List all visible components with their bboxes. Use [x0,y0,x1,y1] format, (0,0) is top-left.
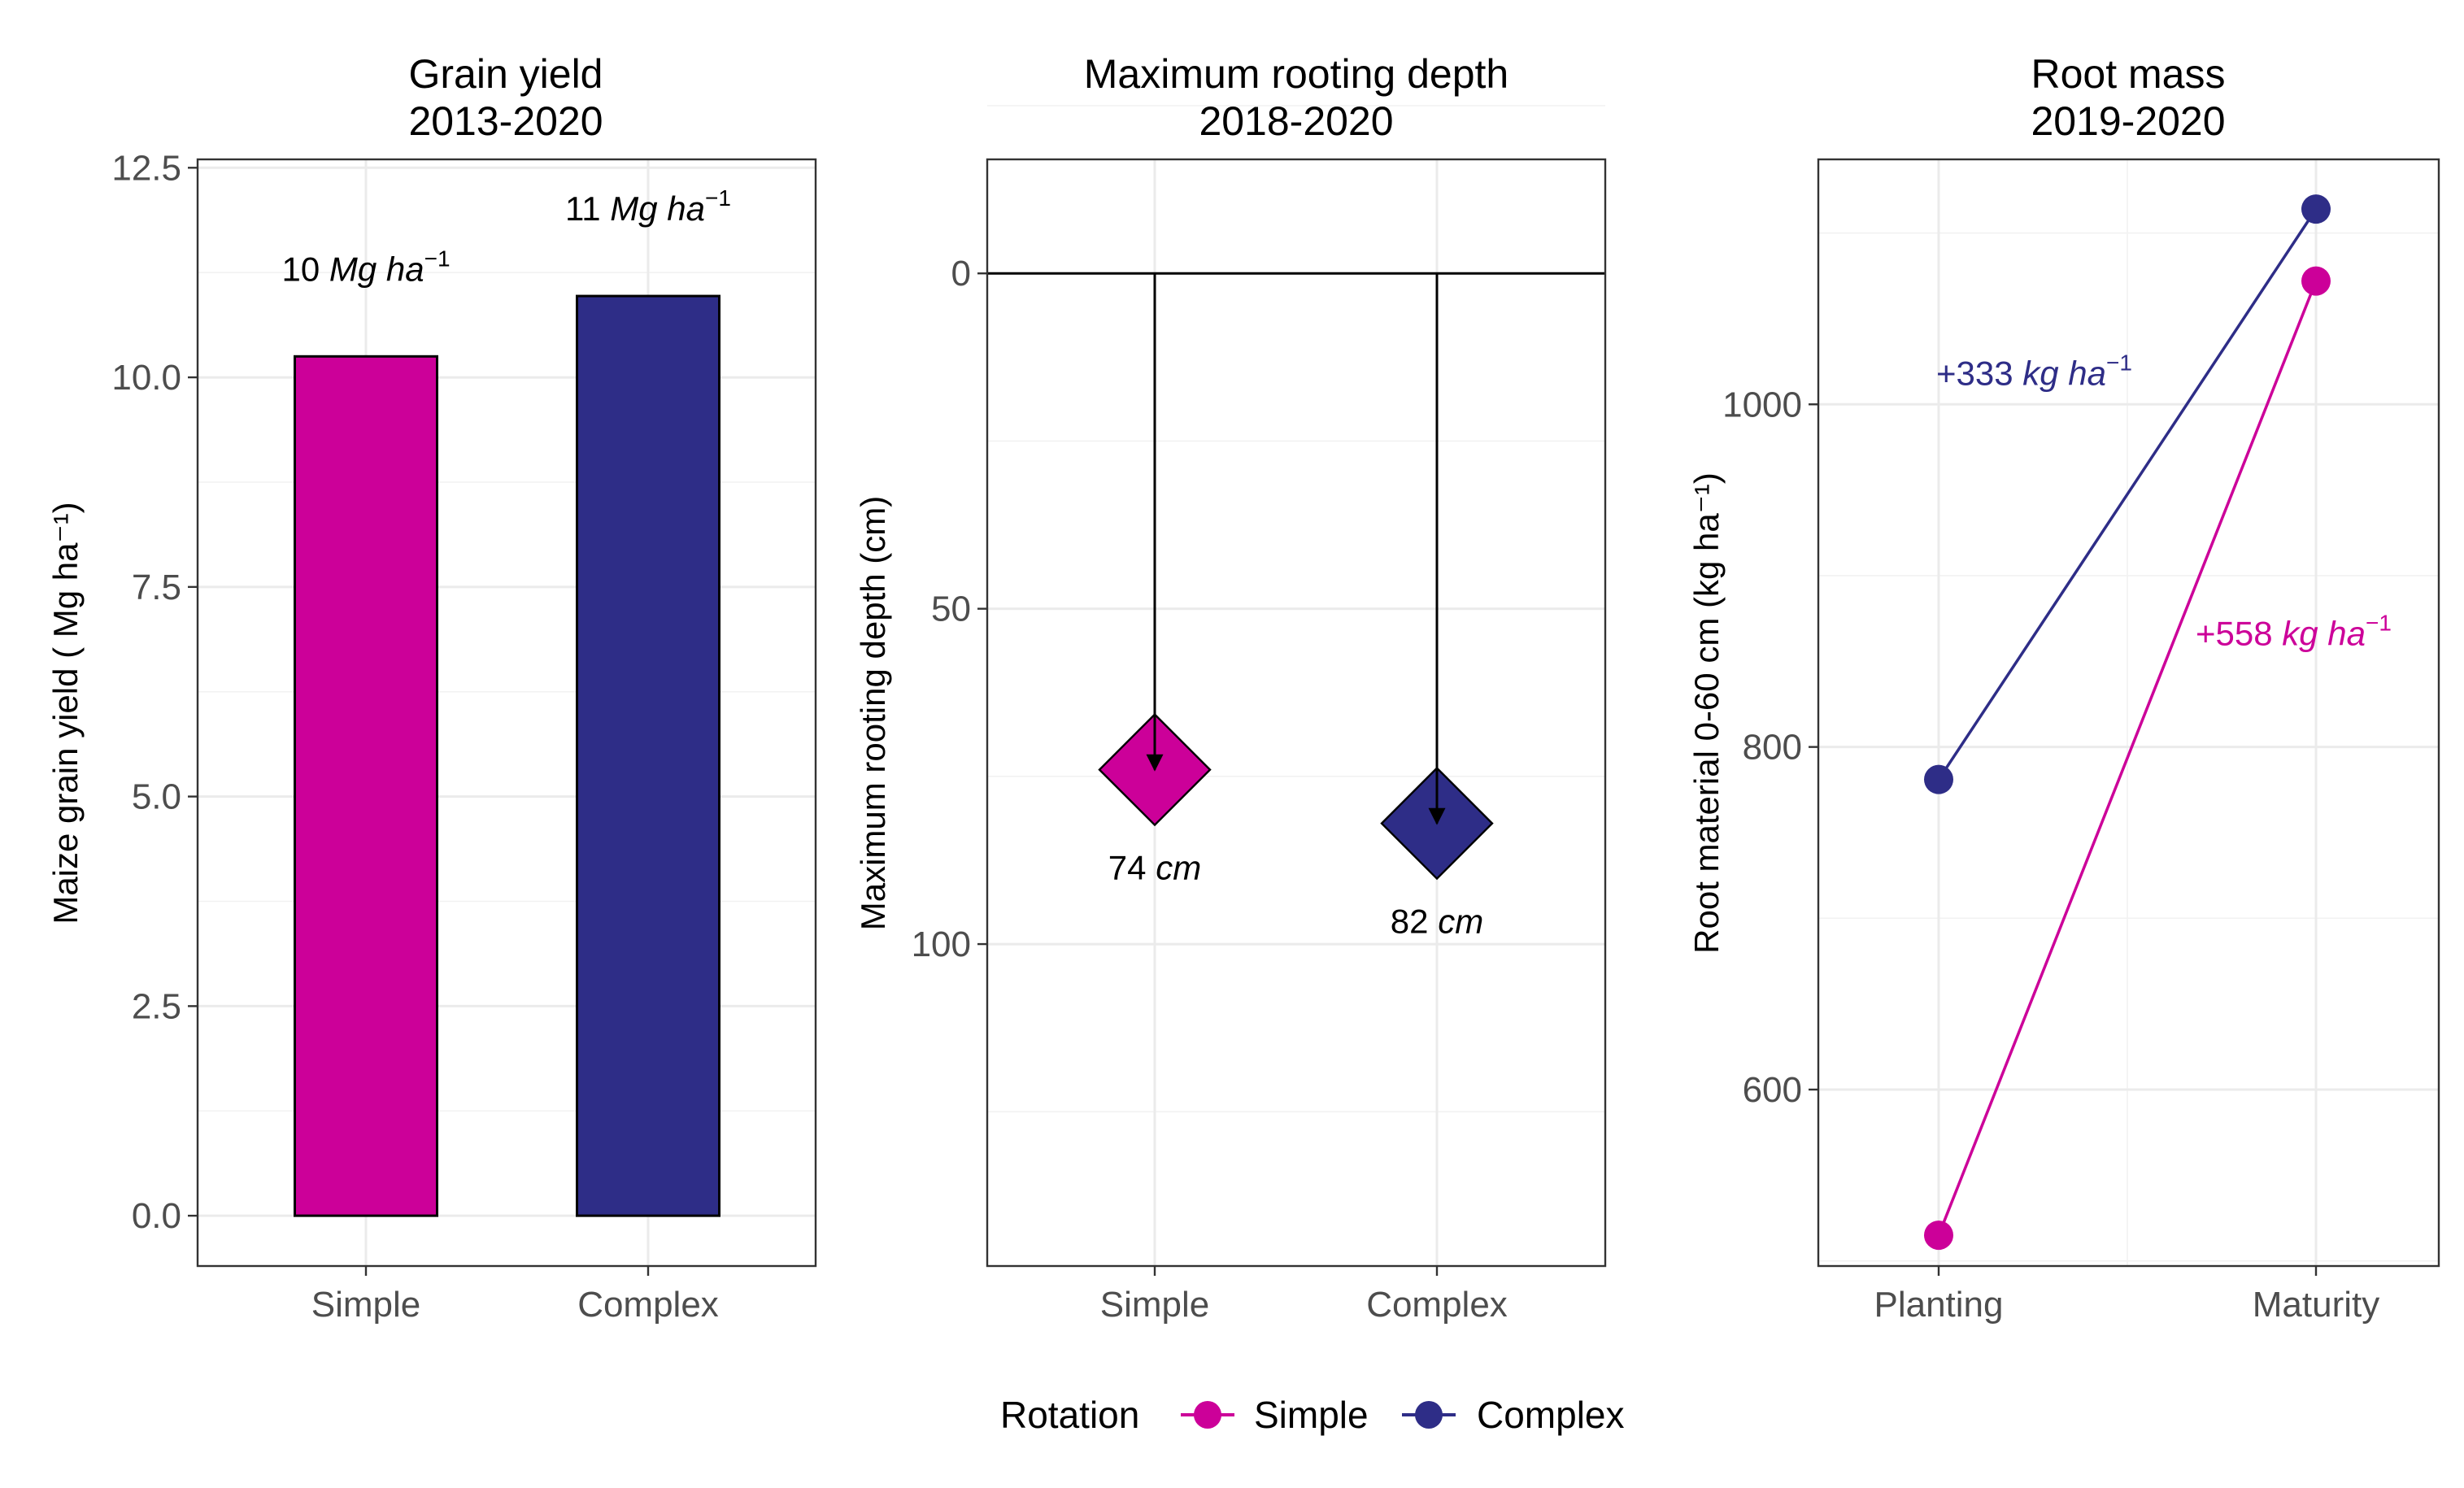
panel2-marks [987,272,1605,881]
depth-label-complex-number: 82 [1391,903,1438,941]
root-mass-gain-label-simple-number: 558 [2216,615,2283,653]
depth-label-simple: 74 cm [1108,849,1201,887]
panel2-x-tick-label: Complex [1366,1285,1508,1325]
panel2-y-axis-title: Maximum rooting depth (cm) [854,496,892,931]
depth-label-simple-unit: cm [1156,849,1201,887]
point-complex-planting [1924,764,1953,794]
depth-label-complex: 82 cm [1391,903,1483,941]
panel1-border [196,158,817,1268]
panel2-border [986,158,1607,1268]
depth-label-simple-number: 74 [1108,849,1156,887]
series-line-complex [1937,208,2318,781]
point-simple-maturity [2301,266,2331,296]
bar-label-simple-unit: Mg ha [329,250,424,288]
depth-label-complex-unit: cm [1438,903,1483,941]
panel2-y-axis: 0 50 100 [912,254,987,964]
bar-simple [294,355,438,1217]
root-mass-gain-label-simple-exponent: −1 [2366,611,2392,636]
panel1-y-tick-label: 2.5 [132,986,181,1026]
bar-label-complex: 11 Mg ha−1 [565,185,731,228]
bar-complex [576,294,720,1217]
bar-label-simple-number: 10 [281,250,329,288]
panel1-y-tick-label: 0.0 [132,1196,181,1236]
panel1-y-axis-title: Maize grain yield ( Mg ha⁻¹) [46,502,85,924]
panel2-y-tick-label: 100 [912,925,971,964]
panel2-x-axis: Simple Complex [1100,1266,1508,1325]
panel1-subtitle: 2013-2020 [408,98,603,144]
panel1-y-tick-label: 12.5 [111,148,181,188]
legend-key-point-simple [1194,1401,1221,1429]
panel1-title: Grain yield [409,51,603,97]
panel1-bars [294,294,720,1217]
panel2-y-tick-label: 50 [931,590,971,629]
panel1-gridlines [198,159,816,1266]
legend-key-point-complex [1415,1401,1443,1429]
root-mass-gain-label-complex-number: 333 [1957,354,2023,392]
legend-label-complex: Complex [1477,1394,1625,1436]
legend-item-simple: Simple [1181,1394,1369,1436]
series-line-simple [1937,280,2318,1236]
panel1-x-axis: Simple Complex [311,1266,719,1325]
panel3-x-tick-label: Planting [1874,1285,2003,1325]
root-mass-gain-label-simple: +558 kg ha−1 [2196,611,2392,653]
root-mass-gain-label-simple-prefix: + [2196,615,2216,653]
panel2-title: Maximum rooting depth [1084,51,1508,97]
root-mass-gain-label-complex-exponent: −1 [2106,350,2132,375]
root-mass-gain-label-complex: +333 kg ha−1 [1936,350,2132,392]
bar-label-complex-exponent: −1 [705,185,731,211]
root-mass-gain-label-complex-prefix: + [1936,354,1957,392]
panel3-y-axis: 600 800 1000 [1722,385,1818,1110]
panel-grain-yield: Grain yield 2013-2020 0.0 2.5 5.0 7.5 10.0 12… [46,51,817,1325]
panel1-data-labels: 10 Mg ha−111 Mg ha−1 [281,185,731,288]
legend: Rotation Simple Complex [1000,1394,1625,1436]
panel3-marks [1924,194,2331,1251]
panel1-x-tick-label: Complex [577,1285,719,1325]
panel1-y-axis: 0.0 2.5 5.0 7.5 10.0 12.5 [111,148,198,1236]
bar-label-complex-unit: Mg ha [610,189,705,228]
panel2-y-tick-label: 0 [951,254,971,294]
panel3-y-tick-label: 600 [1743,1070,1802,1110]
point-complex-maturity [2301,194,2331,224]
panel2-x-tick-label: Simple [1100,1285,1210,1325]
panel3-border [1817,158,2440,1268]
root-mass-gain-label-simple-unit: kg ha [2282,615,2366,653]
panel3-data-labels: +333 kg ha−1+558 kg ha−1 [1936,350,2392,652]
panel3-y-tick-label: 800 [1743,728,1802,768]
bar-label-simple: 10 Mg ha−1 [281,246,450,288]
bar-label-complex-number: 11 [565,189,610,228]
bar-label-simple-exponent: −1 [424,246,451,271]
panel3-y-tick-label: 1000 [1722,385,1802,424]
panel1-y-tick-label: 10.0 [111,358,181,398]
panel1-x-tick-label: Simple [311,1285,421,1325]
panel3-gridlines [1818,159,2439,1266]
panel3-x-axis: Planting Maturity [1874,1266,2379,1325]
point-simple-planting [1924,1220,1953,1251]
panel3-y-axis-title: Root material 0-60 cm (kg ha⁻¹) [1687,472,1726,954]
panel1-y-tick-label: 7.5 [132,568,181,607]
panel3-title: Root mass [2031,51,2226,97]
legend-item-complex: Complex [1402,1394,1625,1436]
legend-label-simple: Simple [1254,1394,1369,1436]
panel-root-mass: Root mass 2019-2020 600 800 1000 Planting M… [1687,51,2440,1325]
panel2-gridlines [987,105,1605,1266]
root-mass-gain-label-complex-unit: kg ha [2022,354,2106,392]
panel3-x-tick-label: Maturity [2253,1285,2379,1325]
legend-title: Rotation [1000,1394,1139,1436]
panel3-subtitle: 2019-2020 [2031,98,2225,144]
panel1-y-tick-label: 5.0 [132,777,181,817]
